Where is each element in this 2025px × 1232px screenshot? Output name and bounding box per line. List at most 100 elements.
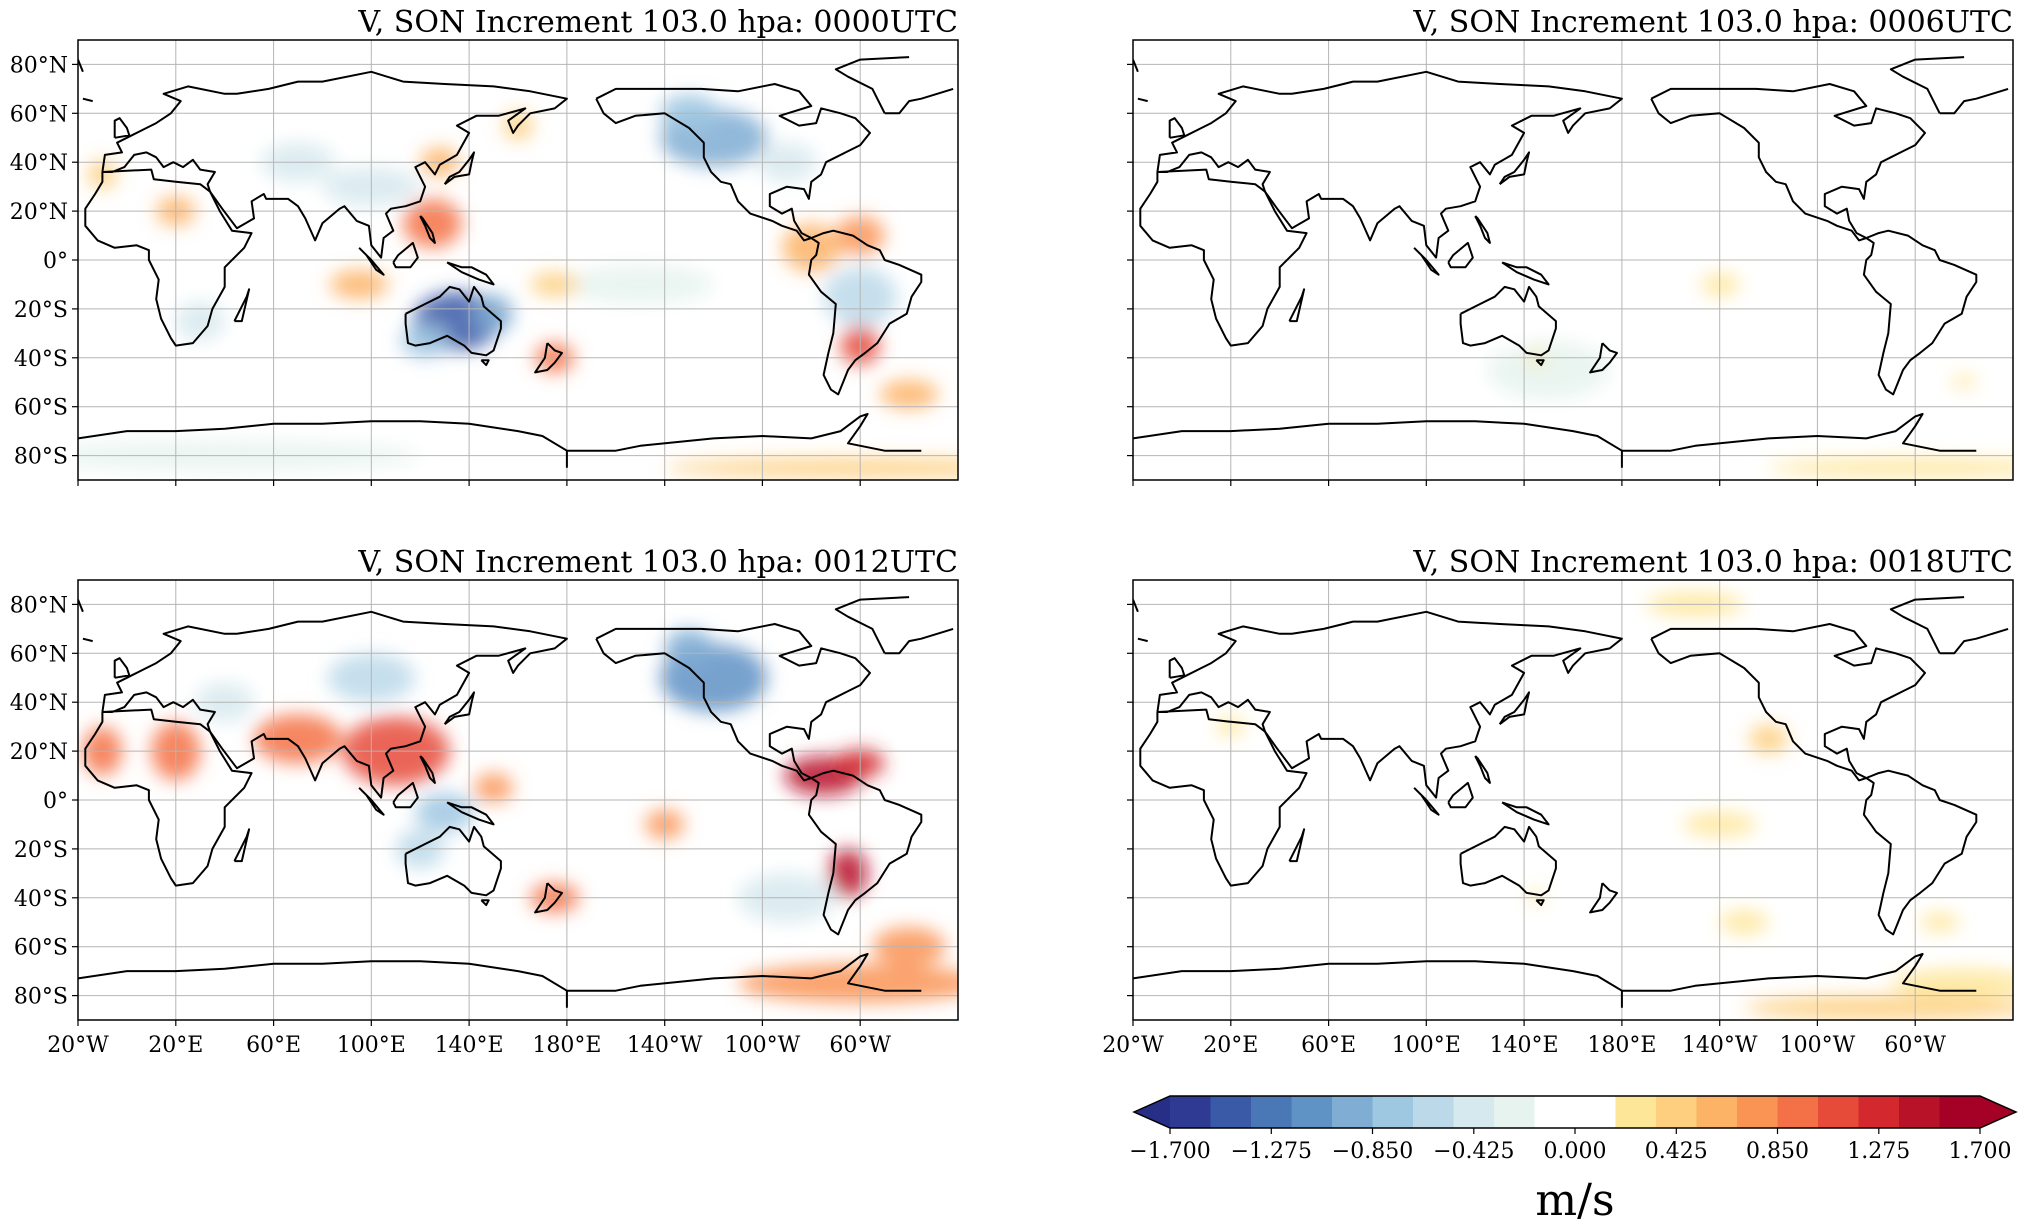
lat-tick-label: 80°S [14,985,68,1010]
lat-tick-label: 60°S [14,936,68,961]
coastline [1501,261,1550,286]
lon-tick-label: 60°E [246,1033,301,1058]
lat-tick-label: 60°S [14,396,68,421]
coastlines [1133,56,2009,468]
lat-tick-label: 80°S [14,445,68,470]
coastline [78,56,954,115]
coastline [1133,953,1977,1008]
coastline [404,285,502,357]
anomaly-blob [1499,902,1598,942]
coastline [1474,215,1491,244]
anomaly-blob [566,264,714,304]
lat-tick-label: 80°N [10,593,68,618]
colorbar-tick-label: 0.425 [1645,1139,1708,1164]
lon-tick-label: 60°E [1301,1033,1356,1058]
coastline [1133,596,2009,655]
lon-tick-label: 100°W [1780,1033,1856,1058]
coastline [1501,801,1550,826]
colorbar-swatch [1696,1096,1738,1128]
colorbar-swatch [1575,1096,1617,1128]
lon-tick-label: 20°E [148,1033,203,1058]
coastline [1589,882,1618,914]
coastline [443,691,475,725]
anomaly-blob [400,323,450,358]
coastline [480,899,490,907]
colorbar-tick-label: 1.700 [1949,1139,2012,1164]
lat-tick-label: 60°N [10,642,68,667]
coastline [534,342,563,374]
anomaly-blob [415,792,475,832]
colorbar-tick-label: −0.425 [1433,1139,1514,1164]
anomaly-blob [664,458,958,478]
anomaly-blob [1951,374,1977,390]
coastline [392,241,419,269]
coastline [113,657,131,679]
map-plot: 80°N 60°N 40°N 20°N 0° 20°S 40°S 60°S 80°S [10,39,959,486]
coastline [84,708,253,887]
coastline [1168,117,1186,139]
coastline [1535,899,1545,907]
coastline [443,151,475,185]
panel-title: V, SON Increment 103.0 hpa: 0000UTC [357,5,958,40]
anomaly-blob [474,773,514,803]
coastline [1413,787,1440,816]
coastline [233,828,251,863]
map-plot: 20°E 60°E 100°E 140°E 180°E 140°W 100°W 60°W 20°… [1102,579,2014,1058]
coastline [1447,781,1474,809]
coastline [419,755,436,784]
lat-tick-label: 20°N [10,740,68,765]
colorbar-swatch [1332,1096,1374,1128]
coastline [1535,359,1545,367]
coastline [113,117,131,139]
coastline [101,70,568,259]
colorbar-swatch [1251,1096,1293,1128]
coastline [101,610,568,799]
coastline [358,247,385,276]
lon-tick-label: 180°E [532,1033,601,1058]
anomaly-blob [1744,995,2013,1020]
lon-tick-label: 100°E [1392,1033,1461,1058]
lon-tick-label: 140°W [627,1033,703,1058]
lon-tick-label: 60°W [829,1033,891,1058]
colorbar-tick-label: −1.700 [1129,1139,1210,1164]
anomaly-field [78,93,958,478]
coastline [84,168,253,347]
map-plot [1127,39,2014,486]
anomaly-blob [828,848,868,898]
coastline [1156,70,1623,259]
coastline [807,769,923,936]
colorbar-swatch [1777,1096,1819,1128]
coastline [1862,769,1978,936]
colorbar-swatch [1413,1096,1455,1128]
coastline [446,261,495,286]
coastlines [78,56,954,468]
lat-tick-label: 40°N [10,691,68,716]
lat-tick-label: 60°N [10,102,68,127]
colorbar-swatch [1534,1096,1576,1128]
colorbar-swatch [1291,1096,1333,1128]
anomaly-blob [1749,724,1789,754]
panel-0018utc: V, SON Increment 103.0 hpa: 0018UTC 20°E… [1102,545,2014,1058]
coastline [534,882,563,914]
map-plot: 80°N 60°N 40°N 20°N 0° 20°S 40°S 60°S 80°S 20°E 60… [10,579,959,1058]
coastline [233,288,251,323]
colorbar-swatch [1818,1096,1860,1128]
coastline [1459,285,1557,357]
lat-tick-label: 0° [43,249,68,274]
lon-tick-label: 180°E [1587,1033,1656,1058]
colorbar-swatch [1737,1096,1779,1128]
coastline [1498,151,1530,185]
lat-tick-label: 40°S [14,887,68,912]
colorbar-tick-label: 1.275 [1847,1139,1910,1164]
lat-tick-label: 20°S [14,298,68,323]
coastlines [78,596,954,1008]
lon-tick-label: 100°E [337,1033,406,1058]
gridlines [77,580,958,1020]
colorbar-swatch [1453,1096,1495,1128]
colorbar-swatch [1494,1096,1536,1128]
anomaly-blob [1719,910,1769,935]
colorbar-swatch [1858,1096,1900,1128]
colorbar-swatch [1170,1096,1212,1128]
coastline [1133,413,1977,468]
